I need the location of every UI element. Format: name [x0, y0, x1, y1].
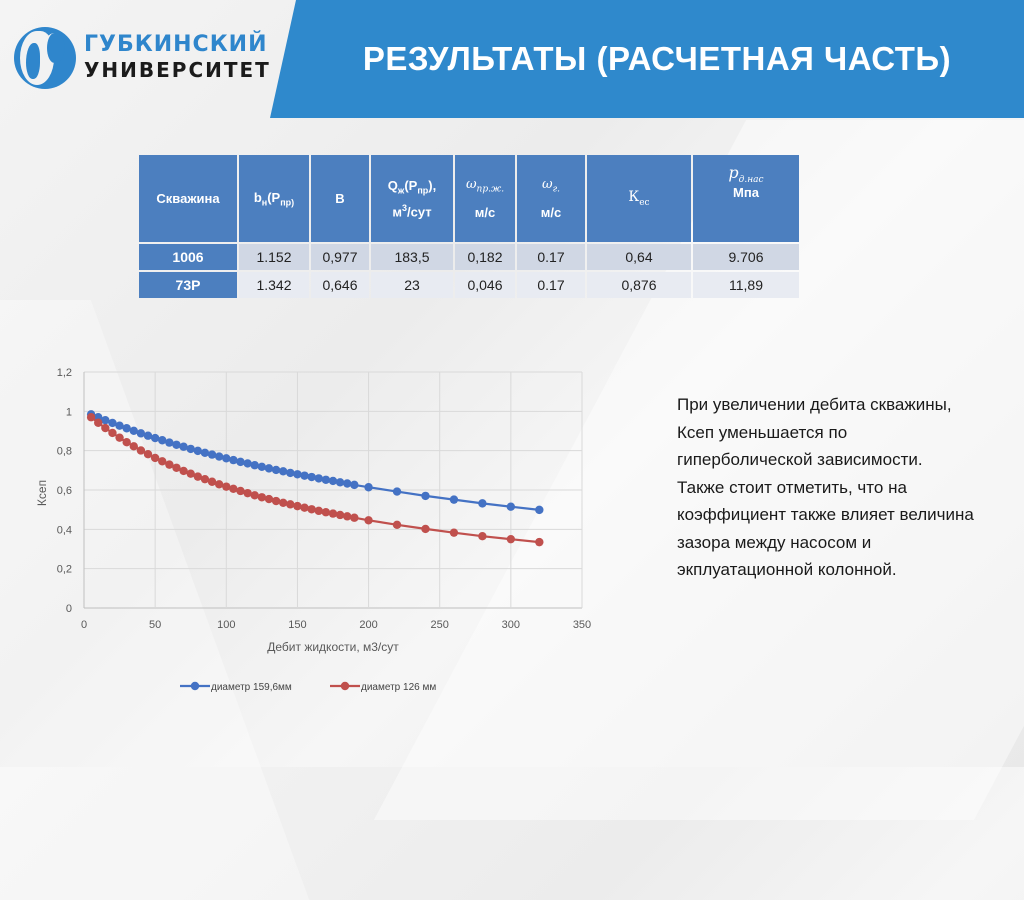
table-cell: 1.152: [239, 244, 309, 270]
title-banner: РЕЗУЛЬТАТЫ (РАСЧЕТНАЯ ЧАСТЬ): [270, 0, 1024, 118]
conclusion-paragraph: Также стоит отметить, что на коэффициент…: [677, 477, 974, 580]
header-omega-liquid: ωпр.ж. м/с: [455, 155, 515, 242]
svg-text:0: 0: [66, 603, 72, 615]
svg-text:350: 350: [573, 619, 591, 631]
svg-text:1,2: 1,2: [57, 367, 72, 379]
table-row: 1006 1.152 0,977 183,5 0,182 0.17 0,64 9…: [139, 244, 799, 270]
university-logo: ГУБКИНСКИЙ УНИВЕРСИТЕТ: [0, 0, 300, 118]
table-cell: 0,876: [587, 272, 691, 298]
table-cell: 23: [371, 272, 453, 298]
header-q-liquid: Qж(Pпр), м3/сут: [371, 155, 453, 242]
header-p-saturation: pд.нас Мпа: [693, 155, 799, 242]
table-cell: 0,046: [455, 272, 515, 298]
svg-text:0: 0: [81, 619, 87, 631]
svg-text:0,6: 0,6: [57, 485, 72, 497]
header-bn: bн(Pпр): [239, 155, 309, 242]
well-name: 73Р: [139, 272, 237, 298]
table-cell: 0,64: [587, 244, 691, 270]
chart-series: [86, 410, 544, 547]
table-header-row: Скважина bн(Pпр) B Qж(Pпр), м3/сут ωпр.ж…: [139, 155, 799, 242]
svg-text:300: 300: [502, 619, 520, 631]
table-cell: 183,5: [371, 244, 453, 270]
svg-text:0,2: 0,2: [57, 564, 72, 576]
table-cell: 1.342: [239, 272, 309, 298]
header-omega-gas: ωг. м/с: [517, 155, 585, 242]
x-axis-ticks: 0 50 100 150 200 250 300 350: [81, 619, 591, 631]
svg-text:1: 1: [66, 406, 72, 418]
svg-text:0,8: 0,8: [57, 446, 72, 458]
table-cell: 0,182: [455, 244, 515, 270]
svg-text:250: 250: [431, 619, 449, 631]
logo-line-2: УНИВЕРСИТЕТ: [84, 58, 271, 82]
table-cell: 11,89: [693, 272, 799, 298]
table-cell: 9.706: [693, 244, 799, 270]
svg-text:200: 200: [359, 619, 377, 631]
ksep-vs-flow-chart: 0 0,2 0,4 0,6 0,8 1 1,2 0 50 100 150 200 250 300 350 …: [0, 355, 620, 700]
conclusion-paragraph: При увеличении дебита скважины, Ксеп уме…: [677, 395, 952, 469]
svg-text:50: 50: [149, 619, 161, 631]
chart-legend: диаметр 159,6мм диаметр 126 мм: [180, 681, 436, 693]
header-well: Скважина: [139, 155, 237, 242]
y-axis-ticks: 0 0,2 0,4 0,6 0,8 1 1,2: [57, 367, 72, 615]
chart-gridlines: [83, 371, 583, 609]
table-cell: 0.17: [517, 272, 585, 298]
svg-text:150: 150: [288, 619, 306, 631]
conclusion-text: При увеличении дебита скважины, Ксеп уме…: [677, 391, 987, 584]
gubkin-university-logo-icon: [14, 27, 76, 89]
svg-text:диаметр 159,6мм: диаметр 159,6мм: [211, 682, 292, 693]
x-axis-title: Дебит жидкости, м3/сут: [267, 640, 399, 654]
header-b: B: [311, 155, 369, 242]
table-row: 73Р 1.342 0,646 23 0,046 0.17 0,876 11,8…: [139, 272, 799, 298]
svg-text:100: 100: [217, 619, 235, 631]
table-cell: 0.17: [517, 244, 585, 270]
table-cell: 0,977: [311, 244, 369, 270]
svg-text:0,4: 0,4: [57, 524, 72, 536]
y-axis-title: Ксеп: [35, 480, 49, 506]
slide-title: РЕЗУЛЬТАТЫ (РАСЧЕТНАЯ ЧАСТЬ): [362, 40, 952, 77]
header-k-sep: Кес: [587, 155, 691, 242]
logo-line-1: ГУБКИНСКИЙ: [84, 32, 268, 57]
results-table: Скважина bн(Pпр) B Qж(Pпр), м3/сут ωпр.ж…: [137, 153, 801, 300]
logo-wordmark: ГУБКИНСКИЙ УНИВЕРСИТЕТ: [84, 32, 271, 82]
well-name: 1006: [139, 244, 237, 270]
table-cell: 0,646: [311, 272, 369, 298]
svg-text:диаметр 126 мм: диаметр 126 мм: [361, 682, 436, 693]
